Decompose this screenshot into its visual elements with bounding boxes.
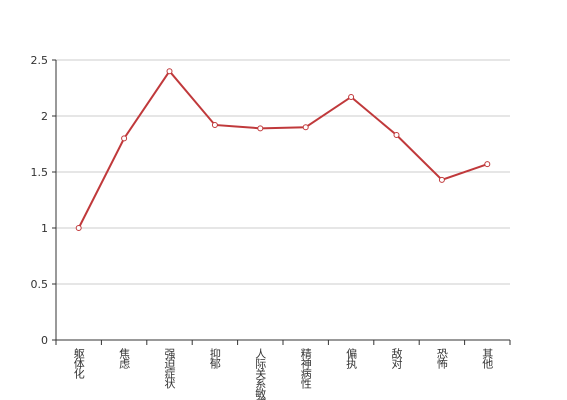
y-tick-label: 2.5	[31, 54, 49, 67]
point	[393, 132, 400, 139]
y-tick-label: 2	[41, 110, 48, 123]
point	[438, 176, 445, 183]
point	[484, 161, 491, 168]
x-tick-label: 精神病性	[299, 348, 312, 390]
x-tick-label: 人际关系敏感	[254, 348, 267, 400]
point	[348, 93, 355, 100]
x-tick-label: 偏执	[345, 347, 358, 370]
point	[75, 225, 82, 231]
x-tick-label: 躯体化	[72, 348, 85, 380]
point	[302, 124, 309, 131]
x-tick-label: 恐怖	[435, 348, 448, 369]
y-tick-label: 1	[41, 222, 48, 235]
point	[211, 121, 218, 128]
point	[121, 135, 128, 142]
point	[257, 125, 264, 132]
x-tick-label: 焦虑	[118, 348, 131, 369]
line	[77, 69, 488, 229]
y-tick-label: 1.5	[31, 166, 49, 179]
x-tick-label: 其他	[481, 348, 494, 369]
y-tick-label: 0	[41, 334, 48, 347]
x-tick-label: 敌对	[390, 347, 403, 369]
x-tick-label: 强迫症状	[163, 348, 176, 389]
y-tick-label: 0.5	[31, 278, 49, 291]
x-tick-label: 抑郁	[208, 347, 221, 369]
point	[166, 68, 173, 75]
